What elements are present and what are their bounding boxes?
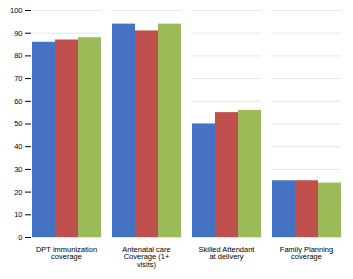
svg-text:70: 70 (14, 74, 22, 83)
svg-text:50: 50 (14, 119, 22, 128)
svg-text:Family Planningcoverage: Family Planningcoverage (280, 245, 333, 262)
svg-text:DPT immunizationcoverage: DPT immunizationcoverage (36, 245, 97, 262)
svg-text:90: 90 (14, 29, 22, 38)
svg-text:40: 40 (14, 142, 22, 151)
svg-text:0: 0 (18, 233, 22, 242)
svg-text:Antenatal careCoverage (1+visi: Antenatal careCoverage (1+visits) (122, 245, 170, 269)
svg-text:60: 60 (14, 97, 22, 106)
svg-text:20: 20 (14, 188, 22, 197)
svg-text:100: 100 (10, 6, 23, 15)
svg-text:30: 30 (14, 165, 22, 174)
svg-text:10: 10 (14, 210, 22, 219)
svg-text:80: 80 (14, 51, 22, 60)
svg-text:Skilled Attendantat delivery: Skilled Attendantat delivery (199, 245, 256, 262)
